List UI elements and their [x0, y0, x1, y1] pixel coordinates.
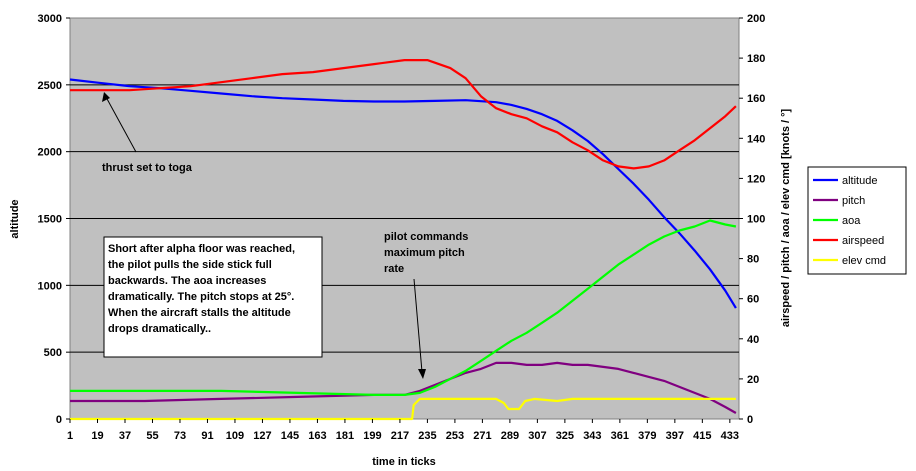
y2-tick-label: 200 — [747, 13, 765, 25]
y-tick-label: 3000 — [38, 13, 62, 25]
annotation-text-pilot-3: rate — [384, 263, 404, 275]
axes-layer: 0 500 1000 1500 2000 2500 3000 0 20 40 60 80 100 120 1… — [38, 13, 766, 442]
y2-tick-label: 40 — [747, 334, 759, 346]
x-tick-label: 343 — [583, 430, 601, 442]
y-tick-label: 2500 — [38, 80, 62, 92]
annotation-thrust: thrust set to toga — [102, 92, 193, 174]
annotation-box-line-1: Short after alpha floor was reached, — [108, 243, 295, 255]
x-tick-label: 145 — [281, 430, 299, 442]
x-tick-label: 433 — [721, 430, 739, 442]
y-tick-label: 0 — [56, 414, 62, 426]
annotation-box-frame — [103, 236, 323, 358]
y-axis-title: altitude — [9, 199, 21, 238]
x-tick-label: 415 — [693, 430, 711, 442]
y2-tick-label: 180 — [747, 53, 765, 65]
legend-label-altitude: altitude — [842, 175, 877, 187]
annotation-arrow-thrust — [105, 96, 137, 153]
series-layer — [69, 58, 737, 421]
annotation-text-thrust: thrust set to toga — [102, 162, 193, 174]
x-tick-label: 91 — [201, 430, 213, 442]
annotation-arrowhead-thrust — [102, 92, 110, 102]
annotation-box-line-3: backwards. The aoa increases — [108, 275, 266, 287]
x-axis-title: time in ticks — [372, 456, 436, 468]
x-tick-label: 37 — [119, 430, 131, 442]
y2-tick-label: 160 — [747, 93, 765, 105]
legend-label-airspeed: airspeed — [842, 235, 884, 247]
y2-axis-title: airspeed / pitch / aoa / elev cmd [knots… — [780, 108, 792, 327]
x-tick-label: 163 — [308, 430, 326, 442]
series-line-elev-cmd — [70, 397, 736, 421]
y2-tick-label: 100 — [747, 214, 765, 226]
series-line-altitude — [69, 78, 737, 309]
x-tick-label: 55 — [146, 430, 158, 442]
x-tick-label: 253 — [446, 430, 464, 442]
annotation-text-pilot-1: pilot commands — [384, 231, 468, 243]
annotation-box-line-6: drops dramatically.. — [108, 323, 211, 335]
annotation-text-pilot-2: maximum pitch — [384, 247, 465, 259]
x-tick-label: 217 — [391, 430, 409, 442]
x-tick-label: 127 — [253, 430, 271, 442]
legend-label-pitch: pitch — [842, 195, 865, 207]
y2-tick-label: 60 — [747, 294, 759, 306]
series-line-aoa — [70, 219, 737, 396]
x-tick-label: 1 — [67, 430, 73, 442]
annotation-box-line-4: dramatically. The pitch stops at 25°. — [108, 291, 294, 303]
annotation-box: Short after alpha floor was reached, the… — [103, 236, 323, 358]
y-tick-label: 1500 — [38, 214, 62, 226]
x-tick-label: 307 — [528, 430, 546, 442]
series-line-airspeed — [70, 58, 737, 170]
x-tick-label: 397 — [666, 430, 684, 442]
x-tick-label: 181 — [336, 430, 354, 442]
x-tick-label: 235 — [418, 430, 436, 442]
annotation-arrowhead-pilot — [418, 369, 426, 379]
annotation-box-line-5: When the aircraft stalls the altitude — [108, 307, 291, 319]
x-tick-label: 289 — [501, 430, 519, 442]
x-tick-label: 19 — [91, 430, 103, 442]
y-tick-label: 500 — [44, 347, 62, 359]
y-tick-label: 1000 — [38, 280, 62, 292]
annotation-arrow-pilot — [413, 278, 423, 373]
y2-tick-label: 20 — [747, 374, 759, 386]
x-tick-label: 73 — [174, 430, 186, 442]
x-tick-label: 379 — [638, 430, 656, 442]
annotation-pilot: pilot commands maximum pitch rate — [384, 231, 468, 379]
x-tick-label: 109 — [226, 430, 244, 442]
y2-tick-label: 120 — [747, 173, 765, 185]
x-tick-label: 361 — [611, 430, 629, 442]
legend: altitude pitch aoa airspeed elev cmd — [813, 175, 886, 267]
y2-tick-label: 0 — [747, 414, 753, 426]
y-tick-label: 2000 — [38, 147, 62, 159]
x-tick-label: 271 — [473, 430, 491, 442]
y2-tick-label: 140 — [747, 133, 765, 145]
x-tick-label: 325 — [556, 430, 574, 442]
legend-label-aoa: aoa — [842, 215, 861, 227]
y2-tick-label: 80 — [747, 254, 759, 266]
legend-label-elev-cmd: elev cmd — [842, 255, 886, 267]
annotation-box-line-2: the pilot pulls the side stick full — [108, 259, 272, 271]
x-tick-label: 199 — [363, 430, 381, 442]
